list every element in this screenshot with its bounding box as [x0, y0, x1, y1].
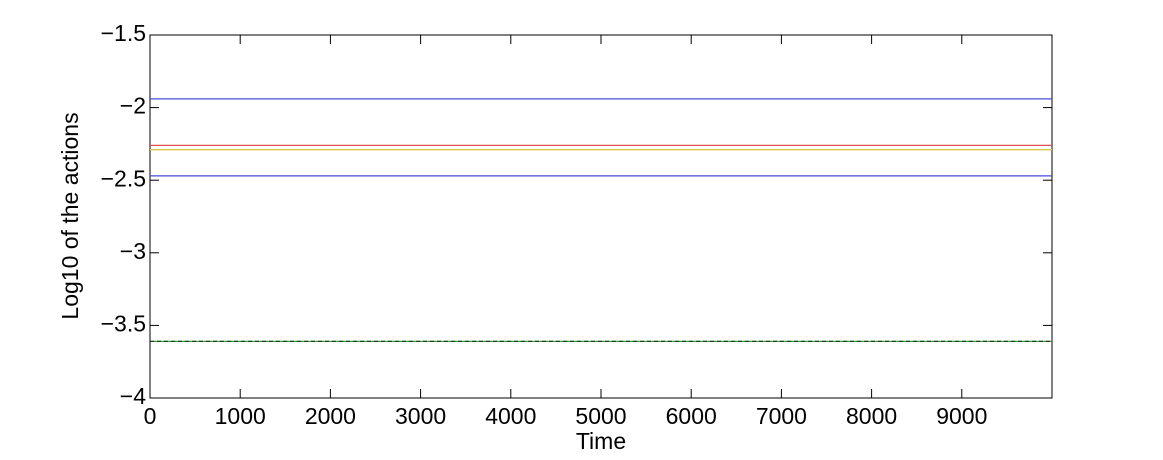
- x-tick-label: 4000: [485, 403, 536, 429]
- y-tick-label: −3: [120, 238, 146, 264]
- plot-frame: [149, 34, 1053, 399]
- x-tick-label: 3000: [395, 403, 446, 429]
- y-tick-label: −1.5: [101, 20, 146, 46]
- x-axis-label: Time: [576, 428, 626, 454]
- y-tick-label: −3.5: [101, 310, 146, 336]
- x-tick-label: 0: [144, 403, 157, 429]
- x-tick-label: 7000: [756, 403, 807, 429]
- x-tick-label: 8000: [846, 403, 897, 429]
- x-tick-label: 9000: [936, 403, 987, 429]
- y-tick-label: −2.5: [101, 165, 146, 191]
- x-tick-label: 2000: [305, 403, 356, 429]
- y-tick-label: −2: [120, 93, 146, 119]
- x-tick-label: 1000: [215, 403, 266, 429]
- y-tick-label: −4: [120, 383, 146, 409]
- y-axis-label: Log10 of the actions: [57, 112, 83, 319]
- x-tick-label: 6000: [666, 403, 717, 429]
- x-tick-label: 5000: [575, 403, 626, 429]
